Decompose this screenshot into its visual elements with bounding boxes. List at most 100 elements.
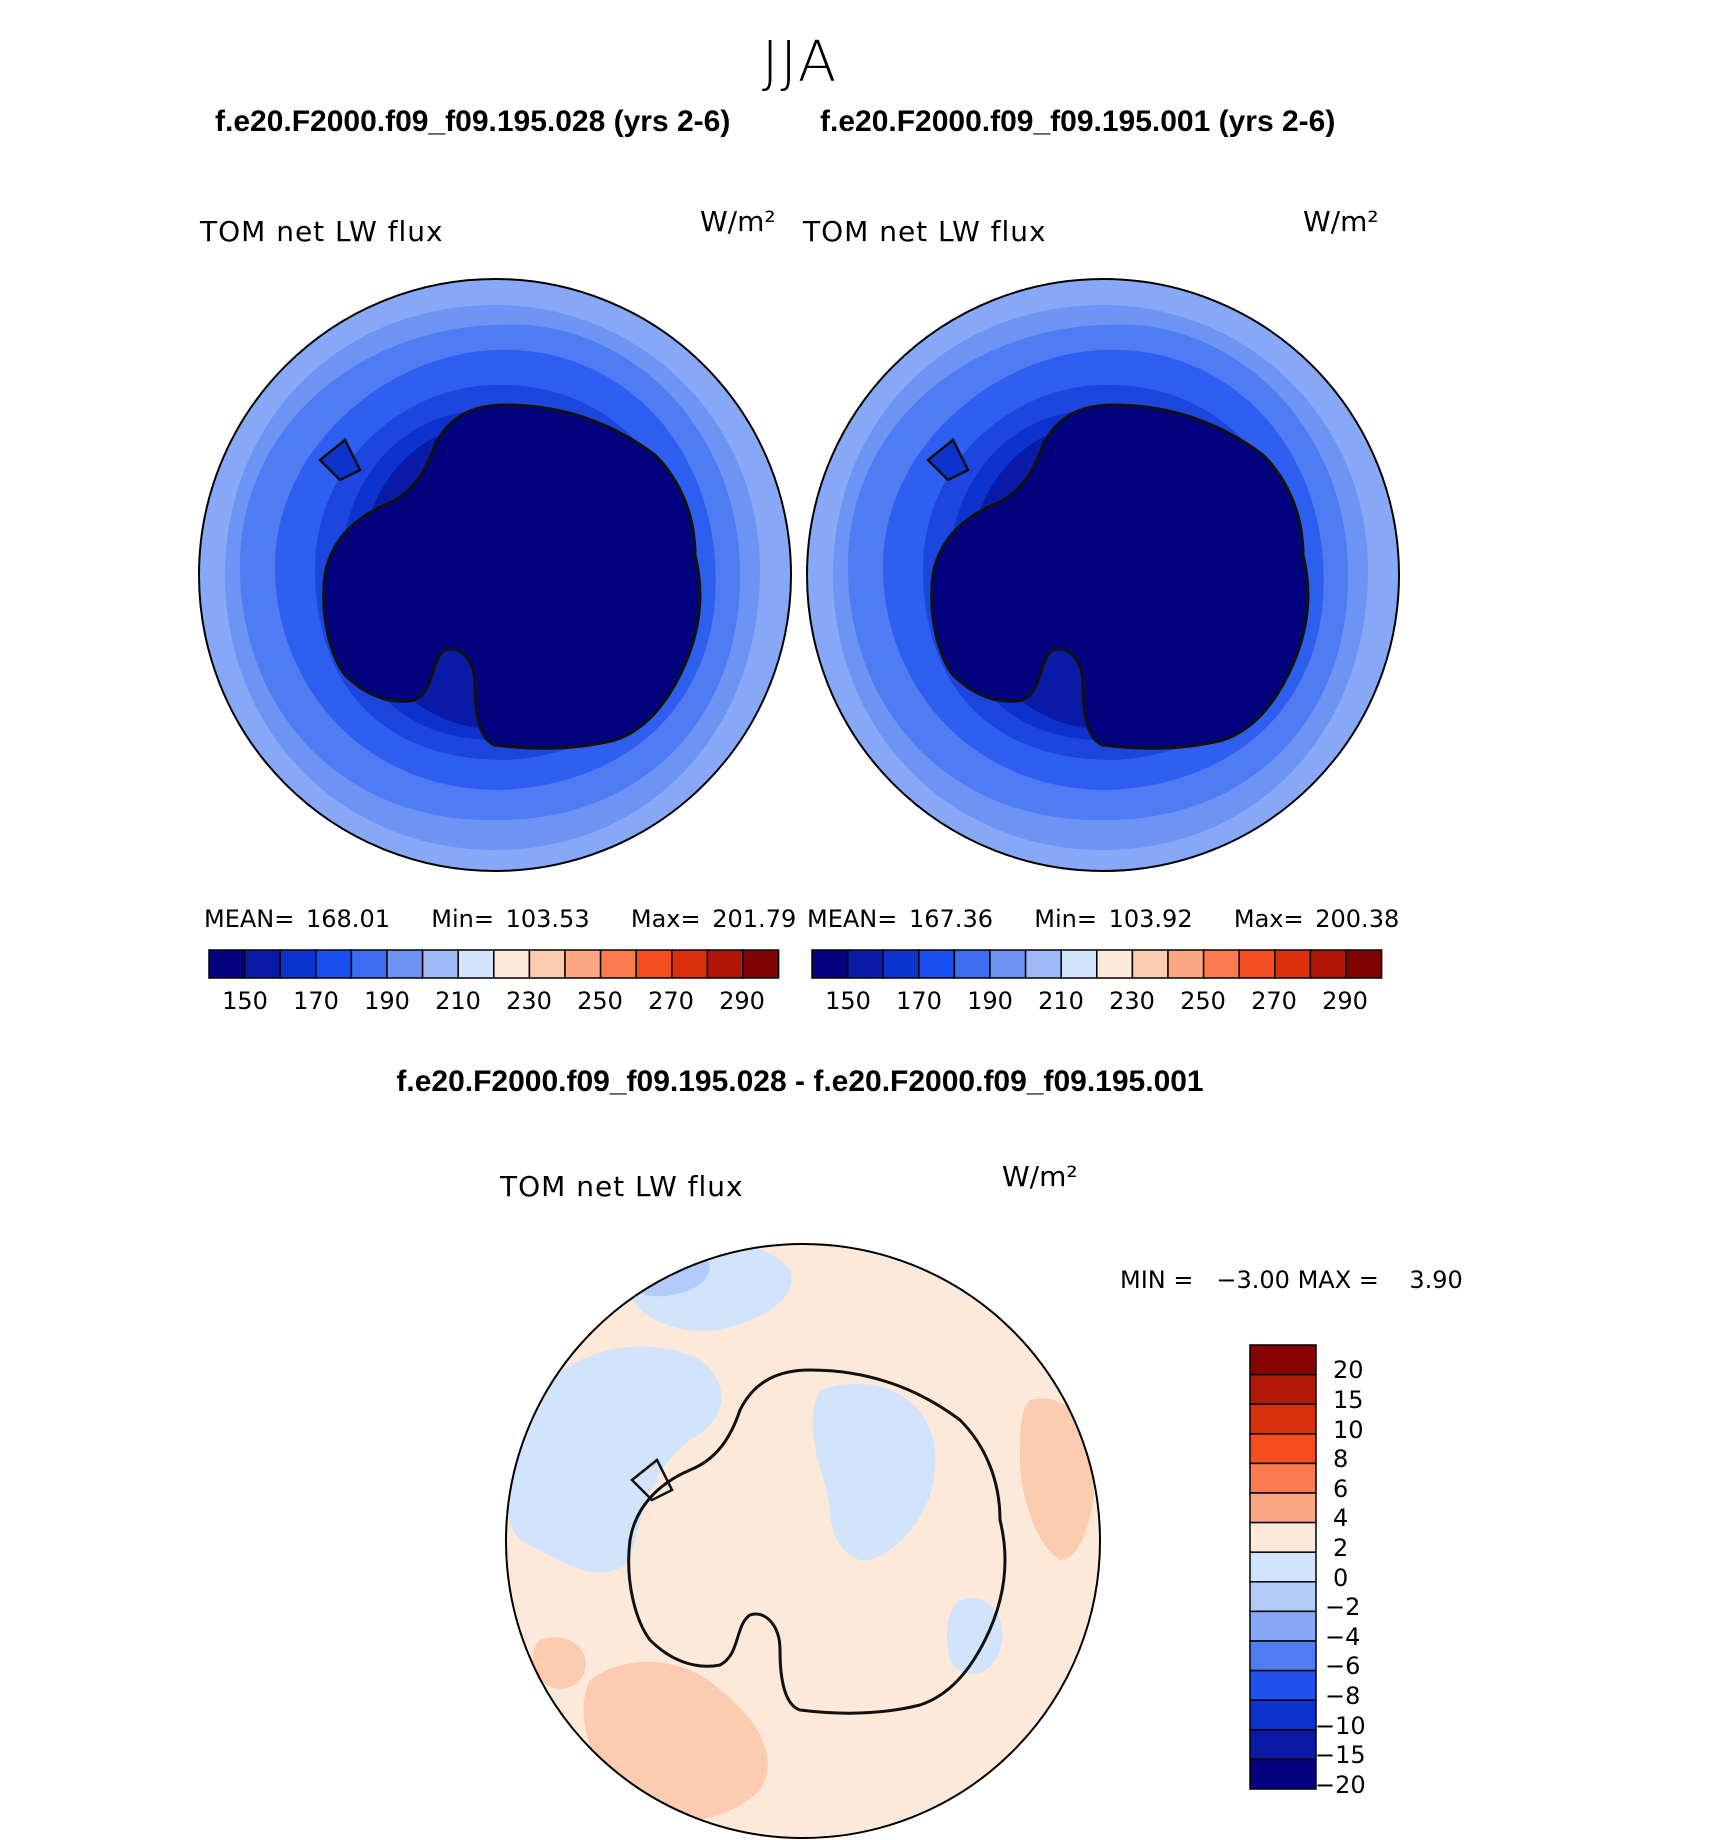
right-peninsula bbox=[926, 438, 970, 482]
right-colorbar-tick: 150 bbox=[825, 987, 871, 1015]
right-colorbar-swatch bbox=[1238, 949, 1276, 979]
diff-colorbar-swatch bbox=[1249, 1729, 1317, 1761]
left-max-label: Max= bbox=[630, 905, 701, 933]
right-colorbar-swatch bbox=[1131, 949, 1169, 979]
right-colorbar-swatch bbox=[1167, 949, 1205, 979]
left-mean-label: MEAN= bbox=[204, 905, 295, 933]
diff-colorbar-swatch bbox=[1249, 1521, 1317, 1553]
right-colorbar-tick: 170 bbox=[896, 987, 942, 1015]
right-colorbar-swatch bbox=[846, 949, 884, 979]
right-units-label: W/m² bbox=[1303, 205, 1379, 238]
left-colorbar-swatch bbox=[564, 949, 602, 979]
diff-colorbar-swatch bbox=[1249, 1581, 1317, 1613]
left-case-title: f.e20.F2000.f09_f09.195.028 (yrs 2-6) bbox=[215, 105, 731, 138]
diff-colorbar-tick: −15 bbox=[1315, 1741, 1366, 1769]
diff-colorbar-swatch bbox=[1249, 1403, 1317, 1435]
difference-min-label: MIN = bbox=[1120, 1266, 1194, 1294]
left-max-value: 201.79 bbox=[712, 905, 797, 933]
diff-colorbar-tick: 15 bbox=[1333, 1386, 1364, 1414]
right-min-value: 103.92 bbox=[1108, 905, 1193, 933]
right-min-label: Min= bbox=[1034, 905, 1097, 933]
main-title: JJA bbox=[761, 30, 839, 95]
left-colorbar-tick: 150 bbox=[222, 987, 268, 1015]
diff-colorbar-tick: −8 bbox=[1325, 1682, 1361, 1710]
right-map bbox=[807, 279, 1399, 871]
difference-colorbar bbox=[1249, 1344, 1317, 1790]
diff-colorbar-swatch bbox=[1249, 1610, 1317, 1642]
left-colorbar-tick: 250 bbox=[577, 987, 623, 1015]
left-colorbar-swatch bbox=[671, 949, 709, 979]
right-mean-label: MEAN= bbox=[807, 905, 898, 933]
right-colorbar-swatch bbox=[1345, 949, 1383, 979]
diff-colorbar-swatch bbox=[1249, 1669, 1317, 1701]
difference-max-label: MAX = bbox=[1297, 1266, 1379, 1294]
left-colorbar-tick: 210 bbox=[435, 987, 481, 1015]
right-colorbar-swatch bbox=[989, 949, 1027, 979]
diff-colorbar-tick: 6 bbox=[1333, 1475, 1349, 1503]
diff-colorbar-swatch bbox=[1249, 1462, 1317, 1494]
diff-map-positive-sw bbox=[532, 1637, 586, 1689]
right-max-label: Max= bbox=[1233, 905, 1304, 933]
diff-colorbar-tick: 0 bbox=[1333, 1564, 1349, 1592]
right-colorbar-tick: 290 bbox=[1322, 987, 1368, 1015]
left-min-label: Min= bbox=[431, 905, 494, 933]
diff-colorbar-swatch bbox=[1249, 1640, 1317, 1672]
diff-colorbar-swatch bbox=[1249, 1344, 1317, 1376]
right-colorbar-swatch bbox=[1309, 949, 1347, 979]
diff-colorbar-swatch bbox=[1249, 1433, 1317, 1465]
diff-peninsula bbox=[630, 1458, 674, 1502]
right-mean-value: 167.36 bbox=[909, 905, 993, 933]
left-min-value: 103.53 bbox=[505, 905, 590, 933]
diff-colorbar-swatch bbox=[1249, 1492, 1317, 1524]
right-colorbar-tick: 230 bbox=[1109, 987, 1155, 1015]
left-peninsula bbox=[318, 438, 362, 482]
left-colorbar-swatch bbox=[706, 949, 744, 979]
right-map-border bbox=[806, 278, 1400, 872]
diff-map-positive-east bbox=[1020, 1398, 1095, 1560]
left-colorbar-swatch bbox=[350, 949, 388, 979]
left-colorbar-swatch bbox=[742, 949, 780, 979]
left-colorbar-swatch bbox=[386, 949, 424, 979]
diff-map-positive-south bbox=[583, 1661, 768, 1821]
diff-colorbar-tick: 4 bbox=[1333, 1504, 1349, 1532]
right-colorbar-swatch bbox=[811, 949, 849, 979]
left-map bbox=[199, 279, 791, 871]
right-colorbar-swatch bbox=[918, 949, 956, 979]
diff-map-negative-west bbox=[506, 1346, 722, 1573]
right-colorbar-tick: 210 bbox=[1038, 987, 1084, 1015]
left-units-label: W/m² bbox=[700, 205, 776, 238]
right-colorbar-swatch bbox=[1202, 949, 1240, 979]
left-colorbar-swatch bbox=[208, 949, 246, 979]
right-colorbar-tick: 190 bbox=[967, 987, 1013, 1015]
difference-units-label: W/m² bbox=[1002, 1160, 1078, 1193]
diff-map-negative-se bbox=[947, 1598, 1003, 1674]
right-colorbar-swatch bbox=[1096, 949, 1134, 979]
difference-min-value: −3.00 bbox=[1216, 1266, 1290, 1294]
diff-colorbar-tick: 2 bbox=[1333, 1534, 1349, 1562]
diff-colorbar-tick: −6 bbox=[1325, 1652, 1361, 1680]
left-map-border bbox=[198, 278, 792, 872]
diff-colorbar-tick: −4 bbox=[1325, 1623, 1361, 1651]
difference-title: f.e20.F2000.f09_f09.195.028 - f.e20.F200… bbox=[396, 1065, 1204, 1098]
left-colorbar-swatch bbox=[457, 949, 495, 979]
left-stats: MEAN= 168.01 Min= 103.53 Max= 201.79 bbox=[204, 905, 796, 933]
left-colorbar-swatch bbox=[635, 949, 673, 979]
right-colorbar-swatch bbox=[882, 949, 920, 979]
left-variable-label: TOM net LW flux bbox=[200, 215, 444, 248]
left-colorbar-tick: 270 bbox=[648, 987, 694, 1015]
right-colorbar-swatch bbox=[953, 949, 991, 979]
right-colorbar-swatch bbox=[1274, 949, 1312, 979]
diff-colorbar-tick: 8 bbox=[1333, 1445, 1349, 1473]
difference-variable-label: TOM net LW flux bbox=[500, 1170, 744, 1203]
difference-map-border bbox=[505, 1243, 1101, 1839]
right-variable-label: TOM net LW flux bbox=[803, 215, 1047, 248]
right-colorbar-tick: 250 bbox=[1180, 987, 1226, 1015]
right-colorbar bbox=[811, 949, 1383, 979]
left-colorbar-tick: 190 bbox=[364, 987, 410, 1015]
diff-colorbar-swatch bbox=[1249, 1758, 1317, 1790]
left-colorbar-swatch bbox=[493, 949, 531, 979]
diff-colorbar-tick: −20 bbox=[1315, 1771, 1366, 1799]
diff-colorbar-tick: 20 bbox=[1333, 1356, 1364, 1384]
left-colorbar-swatch bbox=[315, 949, 353, 979]
